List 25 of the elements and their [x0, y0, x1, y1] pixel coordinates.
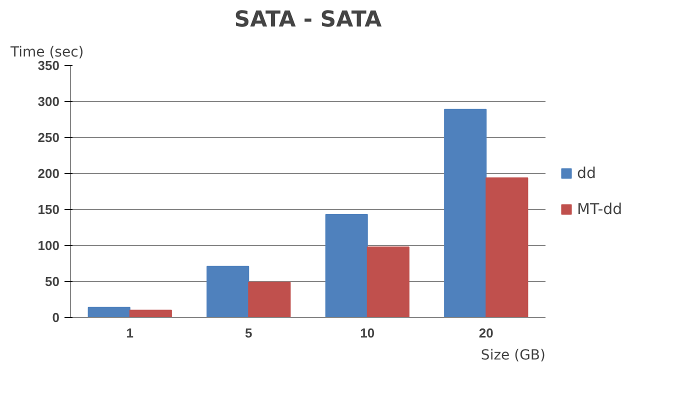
bar: [206, 266, 250, 318]
y-tick-label: 200: [38, 166, 60, 181]
y-tick-label: 0: [52, 310, 60, 325]
x-tick-label: 20: [478, 326, 494, 340]
x-axis-title: Size (GB): [480, 348, 546, 364]
y-tick-label: 300: [38, 94, 60, 109]
legend-label: dd: [577, 164, 597, 182]
y-tick-label: 250: [38, 130, 60, 145]
bar: [444, 108, 487, 318]
x-tick-label: 1: [126, 326, 134, 340]
y-axis-title: Time (sec): [10, 44, 84, 60]
legend-label: MT-dd: [577, 200, 622, 218]
bar: [366, 246, 410, 318]
y-tick-label: 100: [38, 238, 60, 253]
bar: [88, 306, 130, 318]
bar: [248, 282, 291, 318]
chart-title: SATA - SATA: [234, 8, 382, 32]
bar: [486, 177, 528, 318]
y-tick-label: 150: [38, 202, 60, 217]
y-tick-label: 50: [45, 274, 60, 289]
y-tick-label: 350: [38, 58, 60, 73]
bar: [325, 214, 368, 318]
x-tick-label: 5: [245, 326, 252, 340]
x-tick-label: 10: [360, 326, 375, 340]
bar: [129, 310, 172, 318]
